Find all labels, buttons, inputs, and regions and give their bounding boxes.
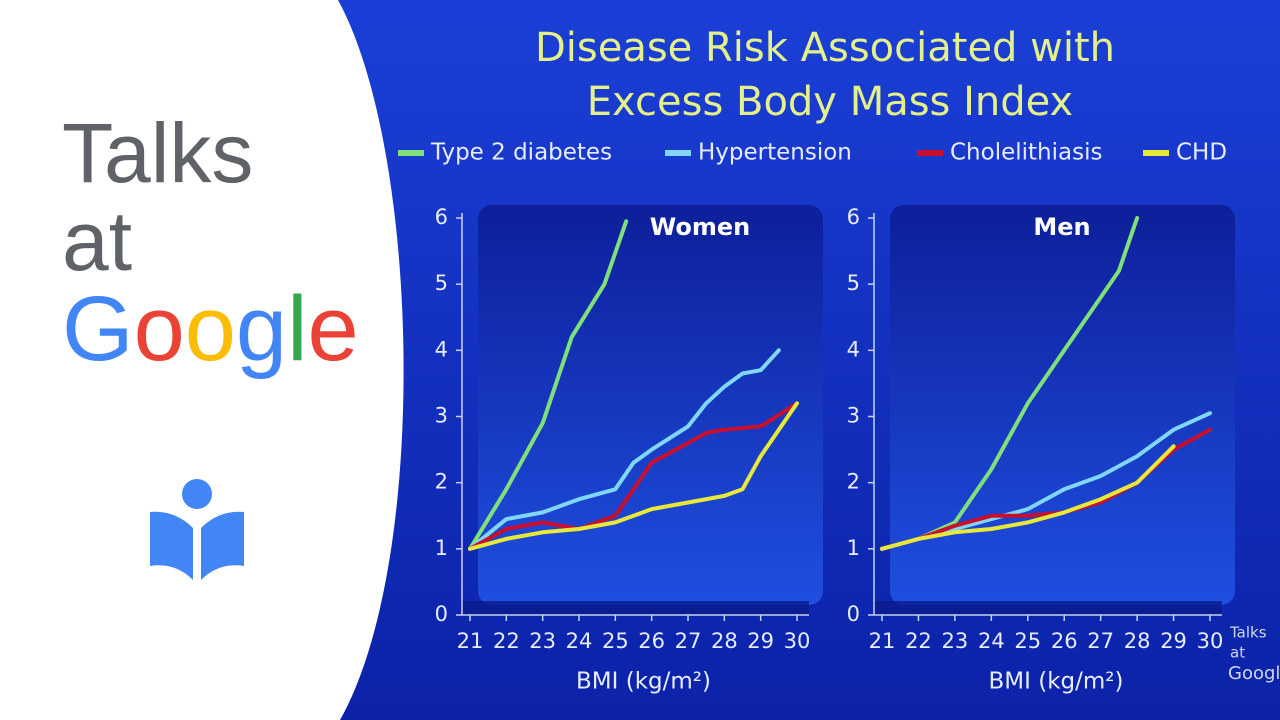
y-tick-label: 4	[435, 337, 448, 361]
brand-google: Google	[62, 278, 359, 380]
y-tick-label: 4	[847, 337, 860, 361]
x-tick-label: 23	[529, 629, 556, 653]
x-tick-label: 26	[1051, 629, 1078, 653]
x-tick-label: 29	[1160, 629, 1187, 653]
x-tick-label: 26	[638, 629, 665, 653]
series-line	[468, 219, 629, 551]
x-tick-label: 30	[1197, 629, 1224, 653]
x-tick-label: 28	[1124, 629, 1151, 653]
slide-title: Disease Risk Associated with Excess Body…	[535, 25, 1115, 125]
y-tick-label: 5	[435, 271, 448, 295]
title-line: Disease Risk Associated with	[535, 25, 1115, 71]
watermark-line: at	[1230, 644, 1245, 662]
x-tick-label: 21	[869, 629, 896, 653]
panel-title: Women	[650, 213, 750, 241]
y-tick-label: 3	[847, 404, 860, 428]
series-line	[468, 348, 781, 551]
series-line	[468, 401, 799, 551]
series-line	[468, 401, 799, 551]
y-tick-label: 0	[435, 602, 448, 626]
legend-label: Type 2 diabetes	[430, 140, 612, 166]
y-tick-label: 1	[435, 536, 448, 560]
brand-talks: Talks	[62, 106, 253, 200]
x-axis-band	[874, 601, 1222, 615]
y-tick-label: 6	[435, 205, 448, 229]
panel-title: Men	[1033, 213, 1090, 241]
plot-panel	[478, 205, 823, 605]
y-tick-label: 3	[435, 404, 448, 428]
x-tick-label: 29	[747, 629, 774, 653]
title-line: Excess Body Mass Index	[587, 79, 1073, 125]
y-tick-label: 6	[847, 205, 860, 229]
x-tick-label: 25	[602, 629, 629, 653]
x-axis-label: BMI (kg/m²)	[576, 669, 711, 695]
x-tick-label: 23	[942, 629, 969, 653]
watermark-line: Google	[1228, 663, 1280, 684]
watermark-line: Talks	[1229, 624, 1267, 642]
legend-label: Cholelithiasis	[950, 140, 1102, 166]
brand-at: at	[62, 194, 132, 288]
x-tick-label: 30	[784, 629, 811, 653]
legend-label: Hypertension	[698, 140, 852, 166]
x-tick-label: 22	[905, 629, 932, 653]
x-tick-label: 25	[1014, 629, 1041, 653]
y-tick-label: 2	[435, 470, 448, 494]
x-axis-label: BMI (kg/m²)	[989, 669, 1124, 695]
series-line	[880, 444, 1176, 551]
x-tick-label: 24	[566, 629, 593, 653]
legend: Type 2 diabetes Hypertension Cholelithiasi…	[398, 140, 1227, 166]
y-tick-label: 2	[847, 470, 860, 494]
legend-label: CHD	[1176, 140, 1227, 166]
brand-panel	[0, 0, 404, 720]
y-tick-label: 1	[847, 536, 860, 560]
brand: Talks at Google	[62, 106, 359, 380]
x-tick-label: 22	[493, 629, 520, 653]
x-tick-label: 21	[457, 629, 484, 653]
x-tick-label: 27	[675, 629, 702, 653]
x-tick-label: 27	[1087, 629, 1114, 653]
x-tick-label: 24	[978, 629, 1005, 653]
y-tick-label: 5	[847, 271, 860, 295]
y-tick-label: 0	[847, 602, 860, 626]
watermark: Talks at Google	[1228, 624, 1280, 685]
x-axis-band	[462, 601, 809, 615]
plot-panel	[890, 205, 1235, 605]
book-icon	[150, 479, 244, 580]
x-tick-label: 28	[711, 629, 738, 653]
